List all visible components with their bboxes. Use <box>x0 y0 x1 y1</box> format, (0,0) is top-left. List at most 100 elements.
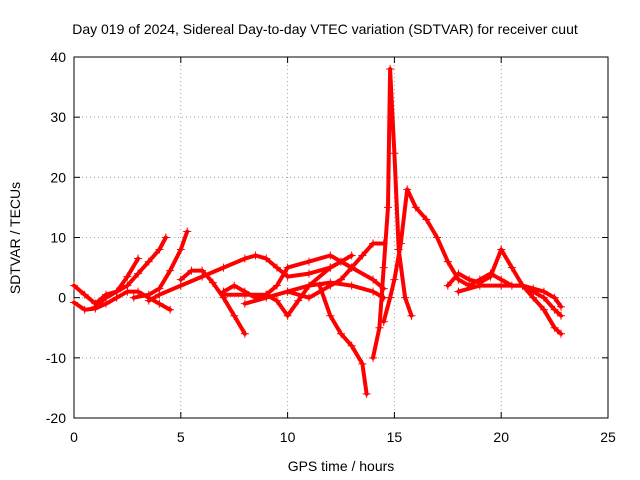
x-tick-label: 5 <box>177 429 185 445</box>
data-point <box>454 269 463 278</box>
data-point <box>529 287 538 296</box>
data-point <box>390 275 399 284</box>
data-point <box>326 263 335 272</box>
data-point <box>283 272 292 281</box>
data-traces <box>70 65 566 398</box>
data-point <box>304 269 313 278</box>
data-series-arc-j <box>285 241 386 300</box>
data-series-arc-n <box>445 247 563 336</box>
data-point <box>272 263 281 272</box>
x-axis-label: GPS time / hours <box>288 458 395 474</box>
data-point <box>550 293 559 302</box>
data-point <box>539 305 548 314</box>
data-point <box>497 245 506 254</box>
data-point <box>262 254 271 263</box>
data-series-arc-k <box>317 283 369 396</box>
data-point <box>326 251 335 260</box>
data-point <box>230 311 239 320</box>
data-point <box>465 275 474 284</box>
data-point <box>134 287 143 296</box>
data-point <box>176 245 185 254</box>
data-point <box>102 293 111 302</box>
data-point <box>401 293 410 302</box>
data-point <box>326 281 335 290</box>
data-point <box>433 233 442 242</box>
data-point <box>454 287 463 296</box>
data-point <box>155 290 164 299</box>
data-point <box>497 281 506 290</box>
data-point <box>283 263 292 272</box>
grid <box>74 57 608 418</box>
y-tick-label: 0 <box>58 290 66 306</box>
data-series-arc-m <box>381 187 563 324</box>
data-point <box>386 65 395 74</box>
data-series-arc-h <box>221 253 386 300</box>
y-tick-label: 10 <box>50 230 66 246</box>
data-point <box>557 311 566 320</box>
data-point <box>166 266 175 275</box>
data-point <box>283 311 292 320</box>
data-point <box>304 281 313 290</box>
data-point <box>134 269 143 278</box>
data-point <box>219 263 228 272</box>
data-point <box>240 254 249 263</box>
data-point <box>272 281 281 290</box>
data-point <box>443 281 452 290</box>
data-point <box>304 293 313 302</box>
data-point <box>518 281 527 290</box>
data-point <box>251 251 260 260</box>
data-point <box>208 278 217 287</box>
data-point <box>550 323 559 332</box>
data-point <box>347 341 356 350</box>
data-point <box>369 275 378 284</box>
x-tick-label: 0 <box>70 429 78 445</box>
data-point <box>112 287 121 296</box>
data-point <box>396 239 405 248</box>
x-tick-label: 15 <box>387 429 403 445</box>
data-point <box>123 272 132 281</box>
data-point <box>80 305 89 314</box>
data-point <box>144 296 153 305</box>
axis-ticks: 0 5 10 15 20 25 -20 -10 0 10 20 30 40 <box>46 49 616 445</box>
data-point <box>326 311 335 320</box>
data-point <box>91 302 100 311</box>
data-point <box>347 263 356 272</box>
data-point <box>70 298 78 307</box>
data-point <box>198 266 207 275</box>
y-tick-label: 40 <box>50 49 66 65</box>
data-point <box>557 302 566 311</box>
data-point <box>411 203 420 212</box>
data-point <box>230 281 239 290</box>
data-point <box>403 185 412 194</box>
y-tick-label: -10 <box>46 350 66 366</box>
data-point <box>315 281 324 290</box>
chart-title: Day 019 of 2024, Sidereal Day-to-day VTE… <box>72 21 578 37</box>
data-point <box>134 254 143 263</box>
data-point <box>240 287 249 296</box>
data-point <box>422 215 431 224</box>
data-point <box>70 281 78 290</box>
data-series-arc-b <box>72 289 173 312</box>
data-point <box>80 290 89 299</box>
data-point <box>166 305 175 314</box>
data-point <box>369 239 378 248</box>
data-point <box>358 359 367 368</box>
data-point <box>176 275 185 284</box>
data-point <box>183 227 192 236</box>
data-point <box>240 329 249 338</box>
data-series-arc-d <box>131 229 190 300</box>
data-point <box>369 353 378 362</box>
data-point <box>486 272 495 281</box>
data-point <box>362 389 371 398</box>
data-point <box>262 293 271 302</box>
data-series-arc-c <box>93 235 168 309</box>
data-point <box>347 281 356 290</box>
data-point <box>129 293 138 302</box>
data-point <box>304 257 313 266</box>
data-point <box>369 287 378 296</box>
data-point <box>557 329 566 338</box>
y-tick-label: 20 <box>50 169 66 185</box>
data-point <box>161 233 170 242</box>
data-point <box>475 281 484 290</box>
data-point <box>240 299 249 308</box>
